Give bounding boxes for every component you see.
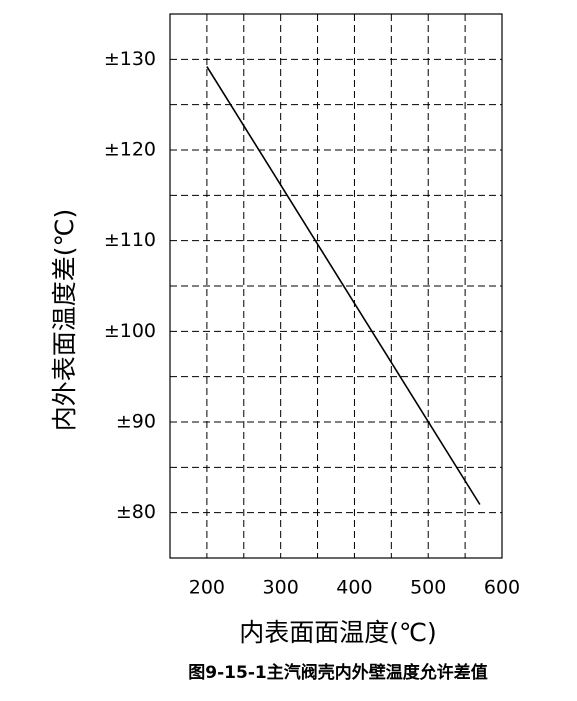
y-tick-label: ±110	[104, 229, 156, 251]
y-axis-title: 内外表面温度差(℃)	[50, 209, 79, 432]
x-tick-label: 400	[336, 577, 372, 599]
x-tick-label: 500	[410, 577, 446, 599]
caption: 图9-15-1主汽阀壳内外壁温度允许差值	[188, 662, 487, 683]
y-tick-label: ±80	[116, 501, 156, 523]
y-tick-label: ±100	[104, 320, 156, 342]
y-tick-label: ±120	[104, 139, 156, 161]
x-tick-label: 600	[484, 577, 520, 599]
x-axis-title: 内表面面温度(℃)	[239, 618, 437, 647]
data-line	[206, 66, 481, 505]
x-tick-label: 200	[189, 577, 225, 599]
y-tick-label: ±130	[104, 48, 156, 70]
x-tick-label: 300	[263, 577, 299, 599]
y-tick-label: ±90	[116, 411, 156, 433]
